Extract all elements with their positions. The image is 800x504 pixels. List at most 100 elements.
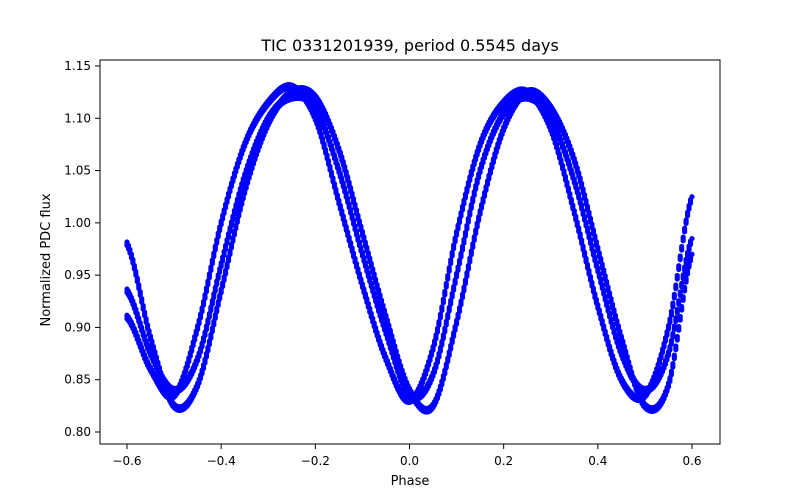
data-point [189, 348, 195, 354]
x-tick-label: 0.0 [400, 454, 419, 468]
data-point [224, 240, 230, 246]
data-point [208, 335, 214, 341]
data-point [239, 151, 245, 157]
data-point [452, 239, 458, 245]
data-point [247, 170, 254, 176]
chart-title: TIC 0331201939, period 0.5545 days [260, 36, 559, 55]
data-point [470, 244, 476, 251]
data-point [208, 267, 214, 274]
data-points [124, 82, 695, 415]
data-point [234, 164, 240, 170]
data-point [471, 192, 477, 198]
data-point [445, 276, 451, 282]
data-point [448, 260, 454, 267]
data-point [671, 326, 677, 333]
data-point [434, 329, 441, 335]
data-point [420, 379, 426, 386]
data-point [686, 247, 692, 253]
data-point [249, 165, 255, 172]
data-point [218, 290, 224, 296]
data-point [443, 322, 449, 328]
data-point [673, 347, 679, 353]
data-point [661, 365, 667, 371]
data-point [462, 233, 469, 239]
data-point [686, 264, 692, 270]
data-point [476, 175, 482, 181]
data-point [218, 222, 224, 228]
data-point [470, 199, 476, 205]
data-point [689, 251, 695, 257]
data-point [670, 304, 676, 310]
data-point [461, 201, 467, 207]
data-point [461, 240, 467, 246]
data-point [206, 341, 212, 348]
data-point [211, 295, 217, 301]
data-point [453, 232, 460, 238]
data-point [439, 342, 445, 348]
data-point [490, 159, 496, 166]
data-point [437, 387, 443, 393]
x-tick-label: 0.2 [494, 454, 513, 468]
y-tick-label: 1.05 [64, 164, 91, 178]
data-point [456, 219, 463, 226]
data-point [439, 307, 445, 314]
data-point [464, 189, 470, 195]
data-point [464, 226, 470, 232]
data-point [234, 219, 240, 225]
data-point [486, 176, 492, 182]
data-point [440, 300, 446, 306]
data-point [215, 302, 221, 308]
data-point [434, 359, 441, 366]
x-tick-label: 0.6 [682, 454, 701, 468]
data-point [682, 288, 688, 294]
data-point [233, 169, 239, 175]
data-point [474, 152, 480, 158]
data-point [465, 183, 471, 189]
y-axis-label: Normalized PDC flux [39, 193, 54, 326]
data-point [236, 213, 242, 219]
data-point [446, 308, 452, 314]
data-point [190, 342, 196, 349]
data-point [239, 201, 245, 207]
data-point [434, 395, 441, 402]
data-point [682, 229, 688, 235]
data-point [187, 353, 193, 359]
data-point [487, 170, 494, 176]
data-point [431, 369, 438, 375]
data-point [467, 259, 473, 265]
data-point [197, 349, 204, 355]
data-point [464, 273, 470, 279]
data-point [426, 362, 432, 368]
data-point [689, 235, 695, 242]
data-point [484, 146, 491, 153]
y-tick-label: 0.85 [64, 373, 91, 387]
data-point [421, 375, 427, 382]
data-point [473, 230, 479, 237]
data-point [456, 261, 463, 267]
data-point [452, 280, 458, 287]
data-point [436, 322, 442, 328]
data-point [231, 211, 238, 217]
data-point [455, 315, 461, 321]
data-point [481, 155, 488, 161]
data-point [456, 308, 463, 314]
data-point [443, 365, 449, 371]
data-point [224, 199, 230, 205]
y-tick-label: 0.80 [64, 425, 91, 439]
data-point [674, 276, 680, 282]
data-point [424, 367, 430, 373]
data-point [664, 357, 670, 363]
data-point [255, 148, 261, 154]
data-point [196, 321, 202, 327]
data-point [200, 365, 207, 372]
data-point [498, 135, 504, 142]
data-point [459, 247, 466, 253]
data-point [679, 247, 685, 253]
data-point [427, 357, 433, 363]
data-point [686, 206, 692, 212]
data-point [193, 332, 199, 338]
data-point [423, 371, 429, 377]
data-point [195, 358, 201, 364]
data-point [209, 260, 215, 267]
